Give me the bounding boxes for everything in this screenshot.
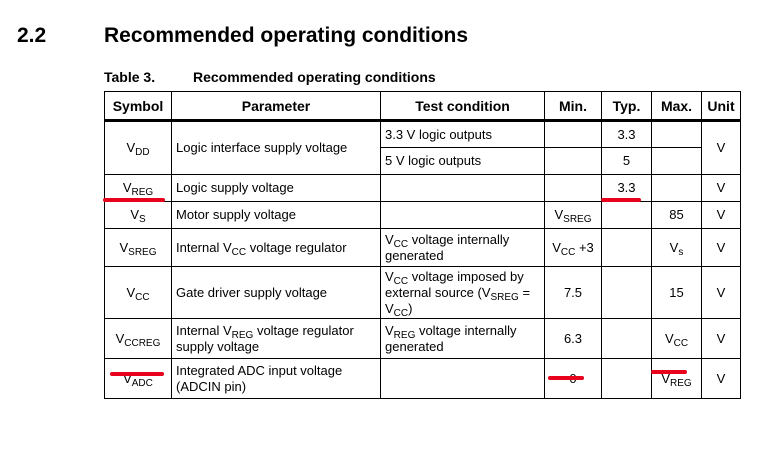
- min-vdd-1: [544, 120, 602, 148]
- test-vccreg: VREG voltage internally generated: [380, 318, 545, 359]
- min-vcc: 7.5: [544, 266, 602, 319]
- typ-vs: [601, 201, 652, 229]
- table-row: VREG Logic supply voltage 3.3 V: [104, 174, 741, 202]
- table-row: VDD Logic interface supply voltage 3.3 V…: [104, 120, 741, 175]
- header-parameter: Parameter: [171, 91, 381, 121]
- param-vs: Motor supply voltage: [171, 201, 381, 229]
- symbol-vsreg: VSREG: [104, 228, 172, 267]
- max-vcc: 15: [651, 266, 702, 319]
- typ-vsreg: [601, 228, 652, 267]
- max-vsreg: Vs: [651, 228, 702, 267]
- table-caption-number: Table 3.: [104, 69, 156, 85]
- param-vcc: Gate driver supply voltage: [171, 266, 381, 319]
- unit-vdd: V: [701, 120, 741, 175]
- typ-vccreg: [601, 318, 652, 359]
- operating-conditions-table: Symbol Parameter Test condition Min. Typ…: [104, 91, 741, 399]
- table-header-row: Symbol Parameter Test condition Min. Typ…: [104, 91, 741, 121]
- typ-vadc: [601, 358, 652, 399]
- highlight-underline-vreg-symbol: [103, 198, 165, 202]
- max-vreg: [651, 174, 702, 202]
- typ-vcc: [601, 266, 652, 319]
- min-vreg: [544, 174, 602, 202]
- symbol-vccreg: VCCREG: [104, 318, 172, 359]
- symbol-vdd: VDD: [104, 120, 172, 175]
- test-vs: [380, 201, 545, 229]
- table-row: VS Motor supply voltage VSREG 85 V: [104, 201, 741, 229]
- test-vcc: VCC voltage imposed by external source (…: [380, 266, 545, 319]
- table-caption: Table 3. Recommended operating conditions: [104, 69, 436, 85]
- header-typ: Typ.: [601, 91, 652, 121]
- header-test-condition: Test condition: [380, 91, 545, 121]
- highlight-underline-vccreg-min: [548, 376, 584, 380]
- header-symbol: Symbol: [104, 91, 172, 121]
- highlight-underline-vccreg-symbol: [110, 372, 164, 376]
- highlight-underline-vreg-typ: [601, 198, 641, 202]
- table-row: VCC Gate driver supply voltage VCC volta…: [104, 266, 741, 319]
- section-title: Recommended operating conditions: [104, 24, 469, 47]
- symbol-vs: VS: [104, 201, 172, 229]
- min-vccreg: 6.3: [544, 318, 602, 359]
- symbol-vcc: VCC: [104, 266, 172, 319]
- table-row: VSREG Internal VCC voltage regulator VCC…: [104, 228, 741, 267]
- unit-vccreg: V: [701, 318, 741, 359]
- header-min: Min.: [544, 91, 602, 121]
- typ-vreg: 3.3: [601, 174, 652, 202]
- min-vsreg: VCC +3: [544, 228, 602, 267]
- test-vsreg: VCC voltage internally generated: [380, 228, 545, 267]
- header-unit: Unit: [701, 91, 741, 121]
- header-max: Max.: [651, 91, 702, 121]
- min-vs: VSREG: [544, 201, 602, 229]
- section-number: 2.2: [17, 24, 47, 47]
- typ-vdd-1: 3.3: [601, 120, 652, 148]
- unit-vadc: V: [701, 358, 741, 399]
- param-vsreg: Internal VCC voltage regulator: [171, 228, 381, 267]
- table-row: VADC Integrated ADC input voltage (ADCIN…: [104, 358, 741, 399]
- table-row: VCCREG Internal VREG voltage regulator s…: [104, 318, 741, 359]
- unit-vreg: V: [701, 174, 741, 202]
- unit-vcc: V: [701, 266, 741, 319]
- param-vadc: Integrated ADC input voltage (ADCIN pin): [171, 358, 381, 399]
- max-vadc: VREG: [651, 358, 702, 399]
- unit-vsreg: V: [701, 228, 741, 267]
- max-vdd-2: [651, 147, 702, 175]
- max-vs: 85: [651, 201, 702, 229]
- typ-vdd-2: 5: [601, 147, 652, 175]
- highlight-underline-vccreg-max: [651, 370, 687, 374]
- max-vccreg: VCC: [651, 318, 702, 359]
- test-vreg: [380, 174, 545, 202]
- max-vdd-1: [651, 120, 702, 148]
- min-vdd-2: [544, 147, 602, 175]
- test-vdd-1: 3.3 V logic outputs: [380, 120, 545, 148]
- test-vdd-2: 5 V logic outputs: [380, 147, 545, 175]
- table-caption-title: Recommended operating conditions: [193, 69, 436, 85]
- param-vccreg: Internal VREG voltage regulator supply v…: [171, 318, 381, 359]
- unit-vs: V: [701, 201, 741, 229]
- test-vadc: [380, 358, 545, 399]
- symbol-vadc: VADC: [104, 358, 172, 399]
- param-vreg: Logic supply voltage: [171, 174, 381, 202]
- param-vdd: Logic interface supply voltage: [171, 120, 381, 175]
